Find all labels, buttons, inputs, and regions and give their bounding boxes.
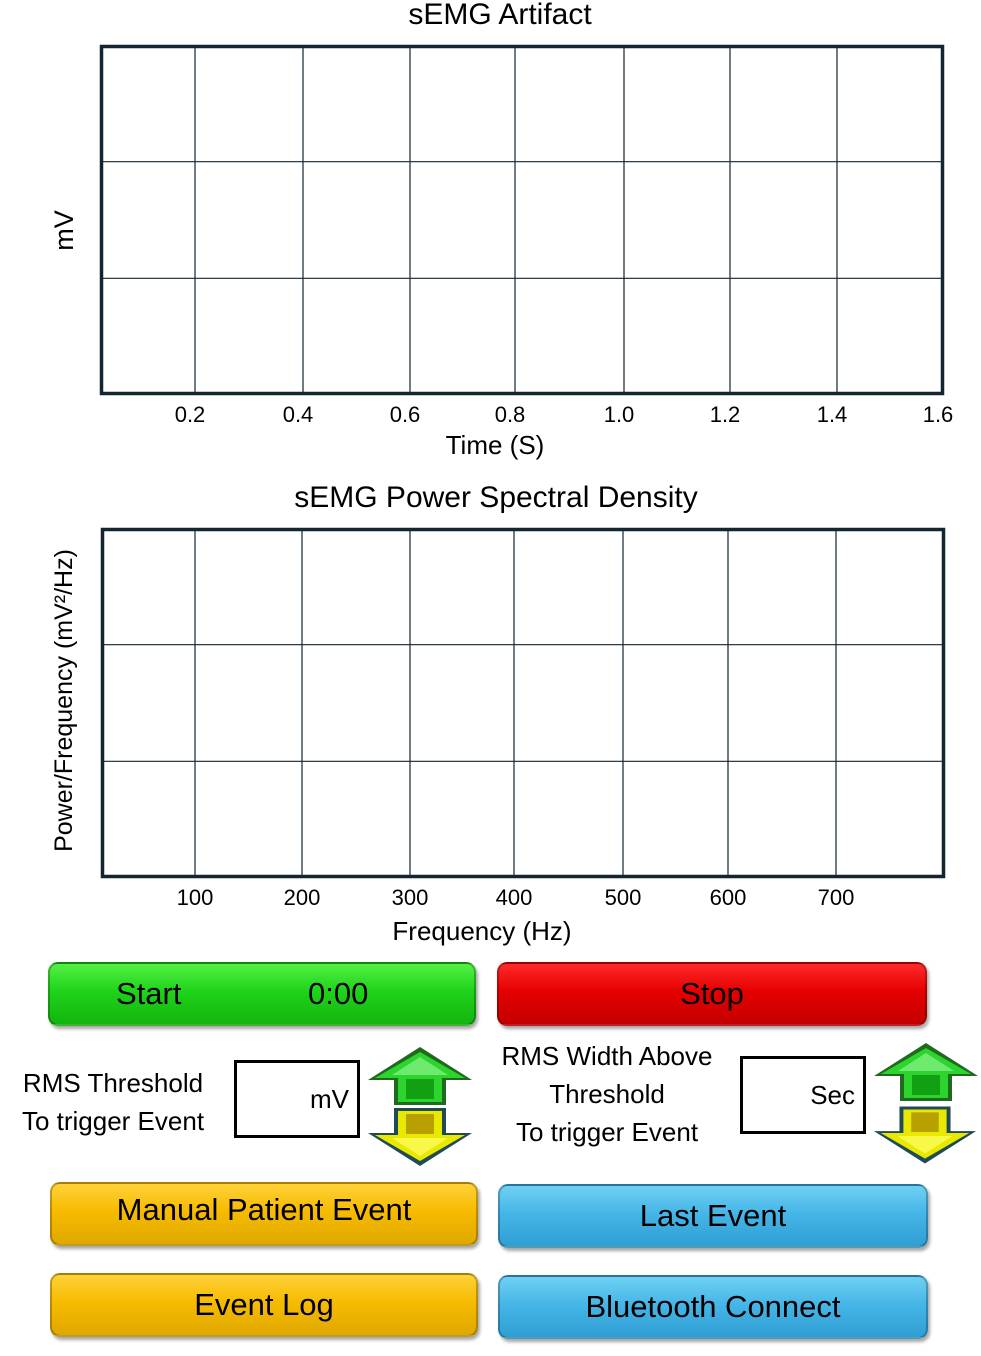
bluetooth-connect-label: Bluetooth Connect [585,1289,841,1324]
artifact-x-axis-label: Time (S) [445,430,545,460]
psd-tick-label: 400 [495,885,533,910]
artifact-chart-title: sEMG Artifact [408,0,592,31]
manual-patient-event-label: Manual Patient Event [116,1192,412,1227]
event-log-label: Event Log [194,1287,334,1322]
psd-frame [100,527,946,879]
artifact-tick-label: 1.2 [709,402,741,427]
rms-width-input[interactable]: Sec [740,1056,866,1134]
stop-button[interactable]: Stop [497,962,927,1026]
rms-threshold-unit: mV [310,1083,349,1114]
psd-chart-title: sEMG Power Spectral Density [294,481,698,514]
bluetooth-connect-button[interactable]: Bluetooth Connect [498,1275,928,1339]
psd-x-axis-label: Frequency (Hz) [392,916,572,946]
artifact-tick-label: 1.0 [603,402,635,427]
artifact-tick-label: 0.8 [494,402,526,427]
artifact-tick-label: 0.6 [389,402,421,427]
rms-width-increase-arrow-icon[interactable] [870,1041,981,1103]
psd-tick-label: 700 [817,885,855,910]
psd-tick-label: 300 [391,885,429,910]
psd-tick-label: 500 [604,885,642,910]
psd-tick-label: 600 [709,885,747,910]
psd-plot [100,527,946,879]
artifact-frame [99,44,945,396]
rms-width-unit: Sec [810,1079,855,1110]
rms-width-label: RMS Width Above Threshold To trigger Eve… [501,1041,713,1147]
manual-patient-event-button[interactable]: Manual Patient Event [50,1182,478,1246]
artifact-plot [99,44,945,396]
psd-tick-label: 100 [176,885,214,910]
rms-threshold-decrease-arrow-icon[interactable] [364,1106,476,1168]
psd-tick-label: 200 [283,885,321,910]
artifact-tick-label: 0.2 [174,402,206,427]
psd-y-axis-label: Power/Frequency (mV²/Hz) [49,548,78,852]
rms-width-decrease-arrow-icon[interactable] [870,1104,980,1166]
last-event-label: Last Event [639,1198,787,1233]
start-button[interactable]: Start 0:00 [48,962,476,1026]
rms-threshold-increase-arrow-icon[interactable] [364,1045,476,1107]
timer-display: 0:00 [308,976,369,1011]
rms-threshold-input[interactable]: mV [234,1060,360,1138]
last-event-button[interactable]: Last Event [498,1184,928,1248]
rms-threshold-label: RMS Threshold To trigger Event [21,1068,205,1136]
artifact-y-axis-label: mV [48,209,79,251]
stop-label: Stop [680,976,744,1011]
start-label: Start [116,976,182,1011]
event-log-button[interactable]: Event Log [50,1273,478,1337]
artifact-tick-label: 1.4 [816,402,848,427]
artifact-tick-label: 0.4 [282,402,314,427]
artifact-tick-label: 1.6 [922,402,954,427]
